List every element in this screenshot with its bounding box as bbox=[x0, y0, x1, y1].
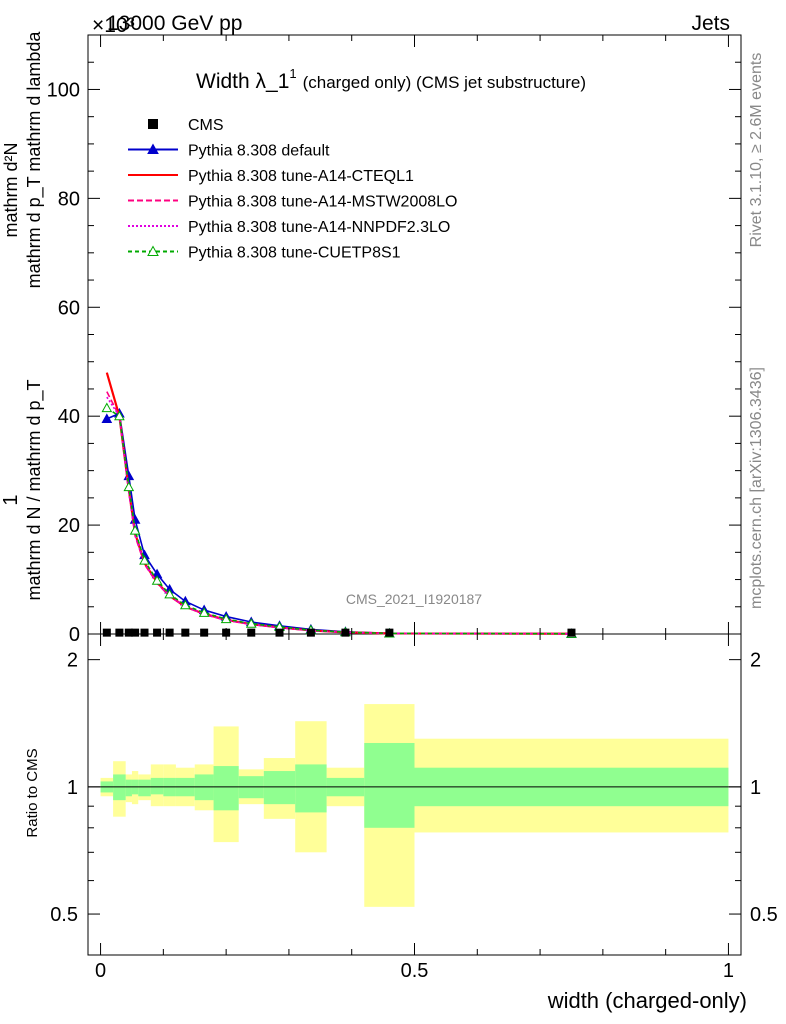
ylabel-main-bottom-prefix: mathrm d N / mathrm d p_T bbox=[24, 379, 45, 600]
data-point bbox=[131, 628, 140, 637]
series-point bbox=[179, 599, 191, 610]
data-point bbox=[247, 628, 256, 637]
legend-label: CMS bbox=[188, 117, 224, 134]
mcplots-label: mcplots.cern.ch [arXiv:1306.3436] bbox=[748, 367, 765, 609]
series-point bbox=[220, 613, 232, 624]
ratio-band-inner bbox=[213, 766, 239, 811]
data-point bbox=[181, 628, 190, 637]
ylabel-top-prefix: 1 bbox=[0, 494, 22, 505]
legend-entry: Pythia 8.308 default bbox=[128, 143, 330, 160]
series-point bbox=[123, 481, 135, 492]
watermark: CMS_2021_I1920187 bbox=[346, 591, 482, 607]
x-axis-label: width (charged-only) bbox=[547, 988, 747, 1013]
series-point bbox=[114, 410, 125, 421]
x-tick-label: 0 bbox=[95, 960, 106, 982]
ratio-band-inner bbox=[138, 779, 151, 797]
y-tick-label-main: 0 bbox=[69, 624, 80, 646]
chart-title: Width λ_11 (charged only) (CMS jet substr… bbox=[196, 66, 586, 93]
series-point bbox=[164, 588, 175, 599]
data-point bbox=[102, 628, 111, 637]
main-layer bbox=[101, 372, 577, 638]
ylabel-main-bottom: mathrm d p_T mathrm d lambda bbox=[24, 31, 45, 289]
y-tick-label-main: 40 bbox=[58, 406, 80, 428]
data-point bbox=[140, 628, 149, 637]
data-point bbox=[306, 628, 315, 637]
series-point bbox=[129, 525, 141, 535]
legend-label: Pythia 8.308 tune-A14-CTEQL1 bbox=[188, 168, 414, 185]
y-tick-label-main: 80 bbox=[58, 188, 80, 210]
ratio-band-inner bbox=[263, 771, 296, 805]
legend-marker bbox=[147, 143, 159, 154]
ratio-ylabel: Ratio to CMS bbox=[24, 748, 41, 837]
x-tick-label: 1 bbox=[723, 960, 734, 982]
data-point bbox=[124, 628, 133, 637]
y-tick-label-main: 20 bbox=[58, 515, 80, 537]
legend-entry: Pythia 8.308 tune-A14-CTEQL1 bbox=[128, 168, 414, 185]
ylabel-main-top: mathrm d²N bbox=[1, 142, 21, 237]
main-ylabel: 1 mathrm d N / mathrm d p_T mathrm d²N m… bbox=[0, 31, 45, 601]
y-tick-label-main: 60 bbox=[58, 297, 80, 319]
rivet-label: Rivet 3.1.10, ≥ 2.6M events bbox=[748, 53, 765, 248]
legend-marker bbox=[147, 245, 159, 256]
series-point bbox=[101, 413, 113, 424]
ratio-band-inner bbox=[150, 777, 164, 795]
series-point bbox=[101, 402, 113, 413]
axes-layer: 0 0.5 1 0 20 40 60 80 100 0.5 0.5 1 1 2 2 bbox=[47, 34, 778, 982]
data-point bbox=[385, 628, 394, 637]
legend-label: Pythia 8.308 tune-CUETP8S1 bbox=[188, 245, 401, 262]
data-point bbox=[200, 628, 209, 637]
y-tick-label-ratio: 0.5 bbox=[50, 904, 78, 926]
ratio-band-inner bbox=[364, 742, 415, 828]
data-point bbox=[165, 628, 174, 637]
main-frame bbox=[87, 34, 742, 635]
legend-label: Pythia 8.308 default bbox=[188, 143, 330, 160]
energy-label: 13000 GeV pp bbox=[107, 12, 242, 35]
series-point bbox=[151, 575, 163, 585]
y-tick-label-ratio: 2 bbox=[67, 650, 78, 672]
data-point bbox=[153, 628, 162, 637]
series-line bbox=[106, 407, 572, 635]
legend-entry: Pythia 8.308 tune-A14-MSTW2008LO bbox=[128, 194, 457, 211]
legend: CMS Pythia 8.308 default Pythia 8.308 tune… bbox=[128, 117, 457, 262]
y-tick-label-ratio: 1 bbox=[67, 777, 78, 799]
series-line bbox=[106, 391, 572, 635]
data-point bbox=[115, 628, 124, 637]
legend-label: Pythia 8.308 tune-A14-MSTW2008LO bbox=[188, 194, 457, 211]
legend-label: Pythia 8.308 tune-A14-NNPDF2.3LO bbox=[188, 219, 450, 236]
scale-label: ×10³ bbox=[92, 14, 135, 37]
ratio-band-inner bbox=[295, 764, 327, 813]
y-tick-label-ratio-right: 0.5 bbox=[750, 904, 778, 926]
legend-entry: Pythia 8.308 tune-CUETP8S1 bbox=[128, 245, 401, 262]
y-tick-label-ratio-right: 1 bbox=[750, 777, 761, 799]
y-tick-label-main: 100 bbox=[47, 79, 80, 101]
ratio-layer bbox=[88, 704, 741, 907]
data-point bbox=[341, 628, 350, 637]
data-point bbox=[567, 628, 576, 637]
process-label: Jets bbox=[691, 12, 730, 35]
y-tick-label-ratio-right: 2 bbox=[750, 650, 761, 672]
legend-marker-square bbox=[148, 119, 158, 129]
ratio-band-inner bbox=[125, 779, 132, 797]
legend-entry: CMS bbox=[148, 117, 224, 134]
series-point bbox=[198, 607, 210, 617]
x-tick-label: 0.5 bbox=[401, 960, 429, 982]
legend-entry: Pythia 8.308 tune-A14-NNPDF2.3LO bbox=[128, 219, 450, 236]
series-point bbox=[245, 618, 257, 628]
series-point bbox=[139, 554, 150, 565]
data-point bbox=[275, 628, 284, 637]
